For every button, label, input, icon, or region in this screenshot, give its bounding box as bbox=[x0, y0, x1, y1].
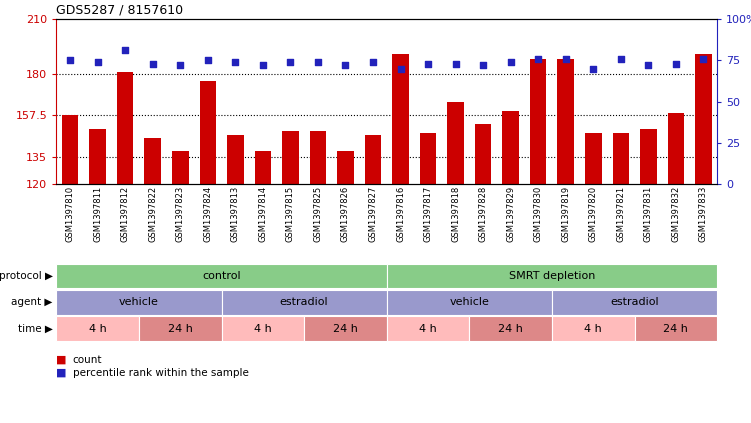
Text: GSM1397829: GSM1397829 bbox=[506, 186, 515, 242]
Bar bbox=[585, 133, 602, 184]
Point bbox=[339, 62, 351, 69]
Bar bbox=[695, 54, 712, 184]
Point bbox=[285, 58, 297, 65]
Text: GSM1397827: GSM1397827 bbox=[369, 186, 378, 242]
Bar bbox=[502, 111, 519, 184]
Point bbox=[477, 62, 489, 69]
Point bbox=[505, 58, 517, 65]
Text: GSM1397830: GSM1397830 bbox=[534, 186, 543, 242]
Text: GSM1397810: GSM1397810 bbox=[65, 186, 74, 242]
Text: GSM1397819: GSM1397819 bbox=[561, 186, 570, 242]
Text: GDS5287 / 8157610: GDS5287 / 8157610 bbox=[56, 3, 183, 16]
Point bbox=[312, 58, 324, 65]
Text: GSM1397831: GSM1397831 bbox=[644, 186, 653, 242]
Bar bbox=[640, 129, 656, 184]
Bar bbox=[613, 133, 629, 184]
Bar bbox=[337, 151, 354, 184]
Text: GSM1397817: GSM1397817 bbox=[424, 186, 433, 242]
Point bbox=[202, 57, 214, 64]
Point bbox=[174, 62, 186, 69]
Text: GSM1397814: GSM1397814 bbox=[258, 186, 267, 242]
Point bbox=[257, 62, 269, 69]
Text: GSM1397820: GSM1397820 bbox=[589, 186, 598, 242]
Text: 24 h: 24 h bbox=[498, 324, 523, 334]
Text: estradiol: estradiol bbox=[280, 297, 328, 308]
Text: agent ▶: agent ▶ bbox=[11, 297, 53, 308]
Point bbox=[146, 60, 158, 67]
Point bbox=[587, 65, 599, 72]
Text: protocol ▶: protocol ▶ bbox=[0, 271, 53, 281]
Text: percentile rank within the sample: percentile rank within the sample bbox=[73, 368, 249, 378]
Point bbox=[642, 62, 654, 69]
Text: GSM1397813: GSM1397813 bbox=[231, 186, 240, 242]
Bar bbox=[365, 135, 382, 184]
Point bbox=[119, 47, 131, 54]
Text: 4 h: 4 h bbox=[89, 324, 107, 334]
Bar bbox=[557, 59, 574, 184]
Point bbox=[64, 57, 76, 64]
Bar bbox=[200, 81, 216, 184]
Point bbox=[422, 60, 434, 67]
Text: GSM1397815: GSM1397815 bbox=[286, 186, 295, 242]
Point bbox=[559, 55, 572, 62]
Text: GSM1397832: GSM1397832 bbox=[671, 186, 680, 242]
Text: ■: ■ bbox=[56, 368, 67, 378]
Text: GSM1397818: GSM1397818 bbox=[451, 186, 460, 242]
Bar bbox=[668, 113, 684, 184]
Point bbox=[670, 60, 682, 67]
Bar bbox=[282, 131, 299, 184]
Point bbox=[615, 55, 627, 62]
Text: time ▶: time ▶ bbox=[18, 324, 53, 334]
Bar bbox=[89, 129, 106, 184]
Text: 24 h: 24 h bbox=[167, 324, 193, 334]
Text: 4 h: 4 h bbox=[254, 324, 272, 334]
Text: GSM1397822: GSM1397822 bbox=[148, 186, 157, 242]
Point bbox=[450, 60, 462, 67]
Point bbox=[532, 55, 544, 62]
Bar bbox=[475, 124, 491, 184]
Text: 4 h: 4 h bbox=[584, 324, 602, 334]
Point bbox=[367, 58, 379, 65]
Point bbox=[698, 55, 710, 62]
Point bbox=[92, 58, 104, 65]
Text: ■: ■ bbox=[56, 355, 67, 365]
Text: estradiol: estradiol bbox=[611, 297, 659, 308]
Text: 24 h: 24 h bbox=[333, 324, 358, 334]
Text: vehicle: vehicle bbox=[119, 297, 159, 308]
Point bbox=[394, 65, 406, 72]
Text: GSM1397811: GSM1397811 bbox=[93, 186, 102, 242]
Text: GSM1397833: GSM1397833 bbox=[699, 186, 708, 242]
Text: GSM1397824: GSM1397824 bbox=[204, 186, 213, 242]
Text: GSM1397816: GSM1397816 bbox=[396, 186, 405, 242]
Text: GSM1397828: GSM1397828 bbox=[478, 186, 487, 242]
Bar bbox=[530, 59, 547, 184]
Point bbox=[229, 58, 241, 65]
Text: 4 h: 4 h bbox=[419, 324, 437, 334]
Text: control: control bbox=[202, 271, 241, 281]
Text: GSM1397826: GSM1397826 bbox=[341, 186, 350, 242]
Bar bbox=[172, 151, 189, 184]
Text: SMRT depletion: SMRT depletion bbox=[508, 271, 596, 281]
Text: GSM1397825: GSM1397825 bbox=[313, 186, 322, 242]
Bar bbox=[309, 131, 326, 184]
Bar bbox=[420, 133, 436, 184]
Bar bbox=[144, 138, 161, 184]
Bar bbox=[62, 115, 78, 184]
Text: GSM1397823: GSM1397823 bbox=[176, 186, 185, 242]
Text: GSM1397812: GSM1397812 bbox=[121, 186, 130, 242]
Text: 24 h: 24 h bbox=[663, 324, 689, 334]
Bar bbox=[117, 72, 134, 184]
Bar bbox=[227, 135, 243, 184]
Text: GSM1397821: GSM1397821 bbox=[617, 186, 626, 242]
Text: vehicle: vehicle bbox=[449, 297, 490, 308]
Bar bbox=[448, 102, 464, 184]
Bar bbox=[392, 54, 409, 184]
Bar bbox=[255, 151, 271, 184]
Text: count: count bbox=[73, 355, 102, 365]
